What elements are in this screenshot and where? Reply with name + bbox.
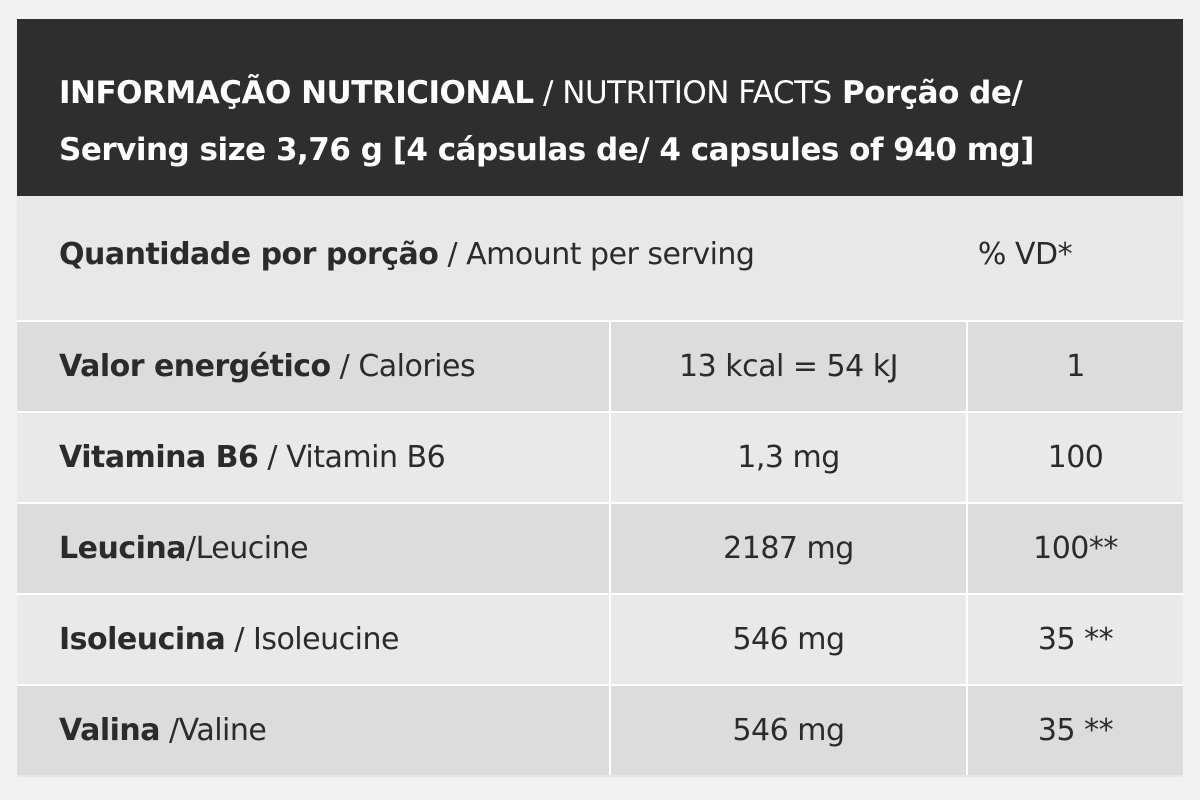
nutrient-name-en: / Vitamin B6 — [258, 440, 446, 475]
header-title-en: NUTRITION FACTS — [562, 75, 832, 111]
header-serving-size: Porção de/ Serving size 3,76 g [4 cápsul… — [59, 75, 1034, 168]
nutrient-name-cell: Leucina/Leucine — [17, 504, 611, 593]
nutrient-name-pt: Leucina — [59, 531, 187, 566]
nutrient-vd-cell: 35 ** — [1037, 622, 1114, 657]
nutrient-name-cell: Isoleucina / Isoleucine — [17, 595, 611, 684]
nutrient-name-pt: Vitamina B6 — [59, 440, 259, 475]
nutrient-vd-cell: 100** — [1033, 531, 1118, 566]
nutrient-name-cell: Valor energético / Calories — [17, 322, 611, 411]
nutrient-name-en: /Leucine — [186, 531, 309, 566]
nutrient-name-pt: Valor energético — [59, 349, 331, 384]
nutrient-amount-cell: 1,3 mg — [611, 413, 968, 502]
nutrient-table: Valor energético / Calories 13 kcal = 54… — [17, 320, 1183, 775]
nutrient-name-cell: Vitamina B6 / Vitamin B6 — [17, 413, 611, 502]
nutrient-amount-cell: 2187 mg — [611, 504, 968, 593]
nutrient-name-pt: Isoleucina — [59, 622, 226, 657]
nutrient-name-pt: Valina — [59, 713, 161, 748]
daily-value-header: % VD* — [977, 237, 1073, 272]
table-row: Isoleucina / Isoleucine 546 mg 35 ** — [17, 593, 1183, 684]
nutrition-header: INFORMAÇÃO NUTRICIONAL / NUTRITION FACTS… — [17, 19, 1183, 196]
nutrient-vd-cell: 35 ** — [1037, 713, 1114, 748]
table-row: Valor energético / Calories 13 kcal = 54… — [17, 320, 1183, 411]
table-row: Valina /Valine 546 mg 35 ** — [17, 684, 1183, 775]
nutrient-name-en: /Valine — [160, 713, 267, 748]
nutrition-facts-panel: INFORMAÇÃO NUTRICIONAL / NUTRITION FACTS… — [17, 19, 1183, 777]
nutrient-name-en: / Calories — [330, 349, 476, 384]
table-row: Leucina/Leucine 2187 mg 100** — [17, 502, 1183, 593]
table-row: Vitamina B6 / Vitamin B6 1,3 mg 100 — [17, 411, 1183, 502]
nutrient-amount-cell: 546 mg — [611, 595, 968, 684]
nutrient-amount-cell: 546 mg — [611, 686, 968, 775]
amount-label-en: / Amount per serving — [438, 237, 755, 272]
nutrient-vd-cell: 1 — [1066, 349, 1085, 384]
amount-label-pt: Quantidade por porção — [59, 237, 439, 272]
header-title-separator: / — [533, 75, 563, 111]
header-title-pt: INFORMAÇÃO NUTRICIONAL — [59, 75, 534, 111]
amount-per-serving-label: Quantidade por porção / Amount per servi… — [59, 237, 755, 272]
nutrient-name-cell: Valina /Valine — [17, 686, 611, 775]
nutrient-amount-cell: 13 kcal = 54 kJ — [611, 322, 968, 411]
nutrient-vd-cell: 100 — [1047, 440, 1104, 475]
nutrient-name-en: / Isoleucine — [225, 622, 399, 657]
amount-per-serving-row: Quantidade por porção / Amount per servi… — [17, 196, 1183, 320]
